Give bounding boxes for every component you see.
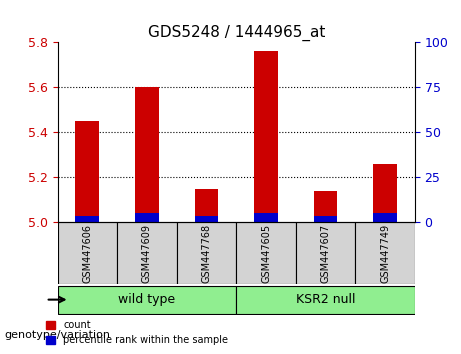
- Text: GSM447607: GSM447607: [320, 224, 331, 283]
- Text: KSR2 null: KSR2 null: [296, 293, 355, 306]
- Bar: [195, 216, 219, 222]
- FancyBboxPatch shape: [296, 222, 355, 284]
- Text: GSM447768: GSM447768: [201, 224, 212, 283]
- Title: GDS5248 / 1444965_at: GDS5248 / 1444965_at: [148, 25, 325, 41]
- Bar: [135, 87, 159, 222]
- Text: GSM447749: GSM447749: [380, 224, 390, 283]
- Bar: [313, 191, 337, 222]
- Text: genotype/variation: genotype/variation: [5, 330, 111, 339]
- FancyBboxPatch shape: [117, 222, 177, 284]
- FancyBboxPatch shape: [58, 286, 236, 314]
- FancyBboxPatch shape: [177, 222, 236, 284]
- Bar: [76, 121, 99, 222]
- Bar: [195, 189, 219, 222]
- FancyBboxPatch shape: [236, 222, 296, 284]
- Legend: count, percentile rank within the sample: count, percentile rank within the sample: [42, 316, 232, 349]
- FancyBboxPatch shape: [355, 222, 415, 284]
- Text: GSM447606: GSM447606: [83, 224, 92, 283]
- Bar: [135, 213, 159, 222]
- Text: wild type: wild type: [118, 293, 176, 306]
- FancyBboxPatch shape: [58, 222, 117, 284]
- FancyBboxPatch shape: [236, 286, 415, 314]
- Bar: [76, 216, 99, 222]
- Bar: [313, 216, 337, 222]
- Bar: [254, 51, 278, 222]
- Bar: [373, 213, 397, 222]
- Bar: [373, 164, 397, 222]
- Bar: [254, 213, 278, 222]
- Text: GSM447605: GSM447605: [261, 224, 271, 283]
- Text: GSM447609: GSM447609: [142, 224, 152, 283]
